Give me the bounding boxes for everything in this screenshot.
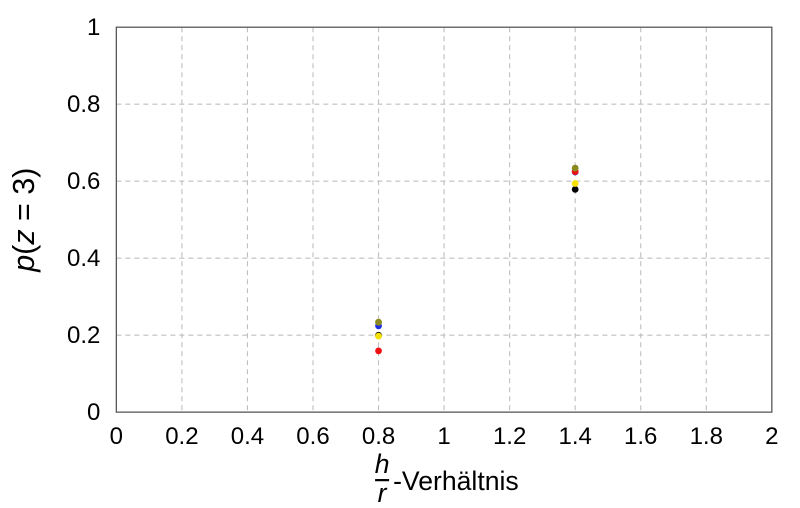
svg-text:0.6: 0.6	[296, 423, 329, 450]
svg-text:1.2: 1.2	[493, 423, 526, 450]
svg-text:0.8: 0.8	[67, 91, 100, 118]
svg-text:2: 2	[765, 423, 778, 450]
svg-text:r: r	[378, 478, 388, 503]
svg-text:1.8: 1.8	[690, 423, 723, 450]
svg-text:1: 1	[437, 423, 450, 450]
svg-text:0.2: 0.2	[165, 423, 198, 450]
svg-text:0.2: 0.2	[67, 322, 100, 349]
svg-text:h: h	[375, 449, 390, 479]
svg-text:1.4: 1.4	[558, 423, 591, 450]
svg-text:0.8: 0.8	[362, 423, 395, 450]
svg-text:-Verhältnis: -Verhältnis	[393, 466, 519, 496]
svg-text:0: 0	[110, 423, 123, 450]
svg-text:0.4: 0.4	[67, 245, 100, 272]
svg-text:0: 0	[87, 399, 100, 426]
svg-text:0.6: 0.6	[67, 168, 100, 195]
svg-text:1.6: 1.6	[624, 423, 657, 450]
svg-text:1: 1	[87, 14, 100, 41]
svg-text:p(z = 3): p(z = 3)	[7, 168, 41, 273]
svg-text:0.4: 0.4	[231, 423, 264, 450]
